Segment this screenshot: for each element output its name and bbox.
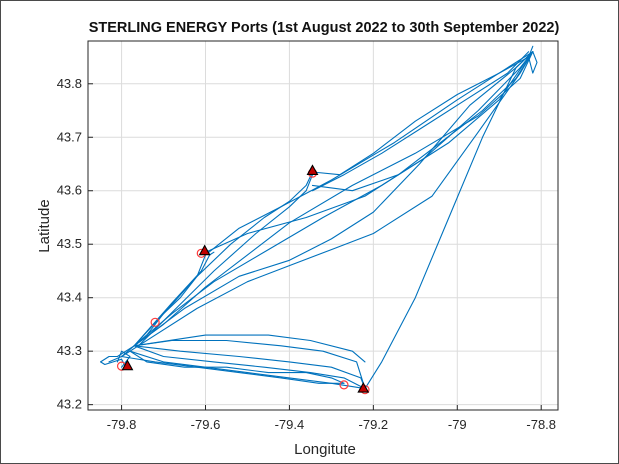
tracks-layer	[100, 45, 538, 390]
y-tick-label: 43.4	[57, 290, 82, 305]
x-tick-label: -79	[448, 417, 467, 432]
port-triangle-marker	[198, 244, 211, 256]
vessel-track-line	[121, 355, 345, 384]
vessel-track-line	[528, 45, 538, 74]
y-tick-label: 43.8	[57, 76, 82, 91]
grid-layer	[88, 41, 558, 410]
vessel-track-line	[311, 51, 534, 192]
vessel-track-line	[121, 171, 314, 358]
vessel-track-line	[133, 345, 366, 390]
port-triangle-marker	[357, 381, 370, 393]
port-circle-marker	[150, 317, 160, 327]
y-tick-label: 43.6	[57, 183, 82, 198]
x-tick-label: -79.8	[107, 417, 137, 432]
y-tick-label: 43.3	[57, 343, 82, 358]
y-tick-label: 43.7	[57, 129, 82, 144]
vessel-track-line	[311, 51, 530, 192]
vessel-track-line	[133, 56, 530, 347]
y-axis-label: Latitude	[36, 199, 53, 252]
port-circle-marker	[339, 380, 349, 390]
vessel-track-line	[100, 251, 215, 363]
vessel-track-line	[204, 51, 534, 256]
plot-area-border	[87, 40, 559, 411]
vessel-track-line	[129, 350, 345, 384]
vessel-track-line	[311, 56, 530, 176]
x-tick-label: -79.2	[359, 417, 389, 432]
port-triangle-marker	[121, 359, 134, 371]
vessel-track-line	[364, 51, 534, 390]
ticks-layer: -79.8 -79.6 -79.4 -79.2 -79 -78.8 43.2 43.3 43.4…	[57, 76, 556, 432]
vessel-track-line	[133, 51, 534, 347]
vessel-track-line	[137, 51, 534, 347]
x-tick-label: -78.8	[526, 417, 556, 432]
y-tick-label: 43.5	[57, 236, 82, 251]
chart-title: STERLING ENERGY Ports (1st August 2022 t…	[89, 20, 560, 36]
markers-layer	[116, 164, 370, 395]
y-tick-label: 43.2	[57, 397, 82, 412]
vessel-track-line	[204, 51, 534, 253]
vessel-track-line	[133, 254, 207, 347]
x-axis-label: Longitute	[294, 441, 356, 458]
x-tick-label: -79.4	[275, 417, 305, 432]
vessel-track-line	[133, 51, 534, 347]
vessel-track-line	[133, 334, 366, 363]
port-triangle-marker	[306, 164, 319, 176]
vessel-track-line	[133, 345, 366, 390]
x-tick-label: -79.6	[191, 417, 221, 432]
